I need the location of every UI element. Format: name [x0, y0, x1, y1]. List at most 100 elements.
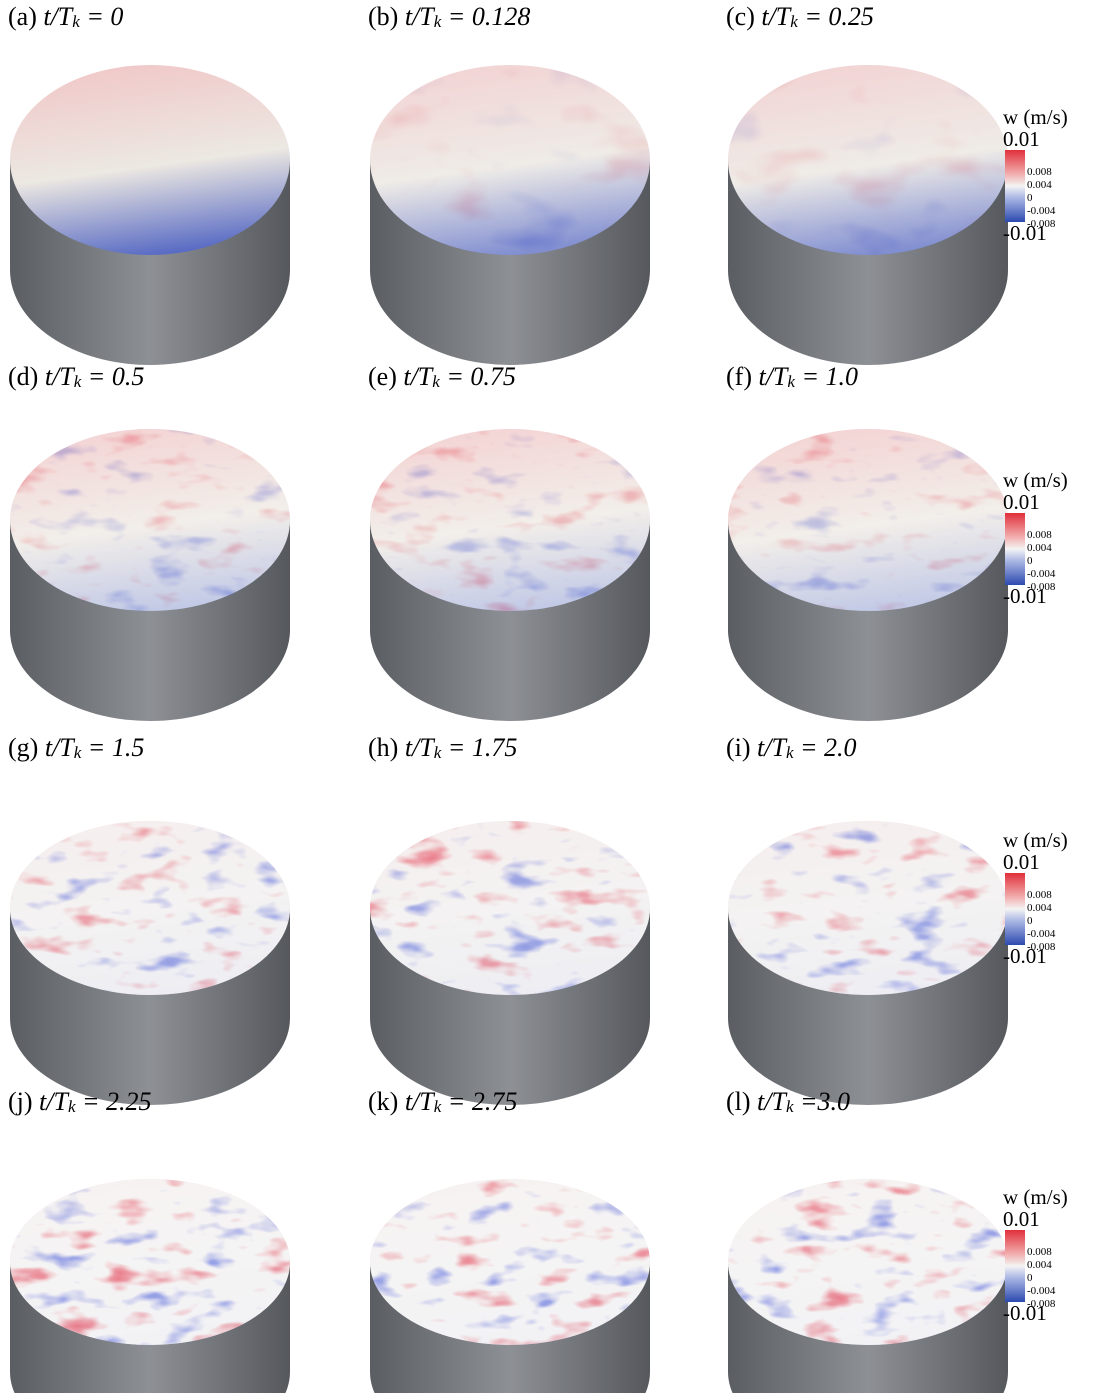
colorbar-text: 0 [1027, 1272, 1033, 1284]
colorbar-text: 0.004 [1027, 902, 1052, 914]
label-expr: t/T [758, 362, 787, 391]
label-sub: k [786, 1097, 794, 1116]
colorbar-scale [1005, 513, 1025, 585]
colorbar-text: 0.01 [1003, 853, 1093, 871]
colorbar-scale [1005, 150, 1025, 222]
label-sub: k [432, 372, 440, 391]
label-sub: k [790, 12, 798, 31]
label-rhs: = 1.5 [81, 733, 144, 762]
label-rhs: = 0.5 [81, 362, 144, 391]
label-tag: (f) [726, 362, 752, 391]
label-tag: (e) [368, 362, 397, 391]
colorbar-text: 0.01 [1003, 493, 1093, 511]
surface-texture [370, 429, 650, 611]
surface-texture [10, 821, 290, 995]
label-rhs: = 0 [80, 2, 124, 31]
surface-texture [370, 821, 650, 995]
colorbar-text: 0.008 [1027, 166, 1052, 178]
colorbar-text: 0.008 [1027, 1246, 1052, 1258]
label-expr: t/T [43, 2, 72, 31]
label-tag: (i) [726, 733, 751, 762]
panel-label: (f) t/Tk = 1.0 [726, 362, 858, 392]
renderings [0, 0, 1104, 1393]
colorbar-scale [1005, 1230, 1025, 1302]
panel-label: (k) t/Tk = 2.75 [368, 1087, 517, 1117]
surface-texture [728, 429, 1008, 611]
colorbar-text: 0.01 [1003, 1210, 1093, 1228]
label-tag: (j) [8, 1087, 33, 1116]
colorbar-text: 0 [1027, 915, 1033, 927]
surface-texture [10, 1179, 290, 1345]
panel-label: (l) t/Tk =3.0 [726, 1087, 850, 1117]
panel-label: (b) t/Tk = 0.128 [368, 2, 530, 32]
label-rhs: = 0.128 [441, 2, 530, 31]
label-tag: (d) [8, 362, 38, 391]
label-sub: k [786, 743, 794, 762]
colorbar-text: 0 [1027, 192, 1033, 204]
label-rhs: = 2.75 [441, 1087, 517, 1116]
surface-texture [728, 1179, 1008, 1345]
panel-label: (j) t/Tk = 2.25 [8, 1087, 152, 1117]
panel-label: (i) t/Tk = 2.0 [726, 733, 857, 763]
label-expr: t/T [39, 1087, 68, 1116]
label-expr: t/T [405, 1087, 434, 1116]
colorbar-scale [1005, 873, 1025, 945]
colorbar-text: -0.004 [1027, 205, 1055, 217]
label-expr: t/T [45, 362, 74, 391]
label-expr: t/T [761, 2, 790, 31]
label-expr: t/T [405, 2, 434, 31]
label-expr: t/T [403, 362, 432, 391]
surface-texture [728, 821, 1008, 995]
surface-texture [370, 1179, 650, 1345]
colorbar-text: -0.004 [1027, 928, 1055, 940]
label-rhs: = 2.25 [76, 1087, 152, 1116]
figure: (a) t/Tk = 0(b) t/Tk = 0.128(c) t/Tk = 0… [0, 0, 1104, 1393]
label-rhs: = 0.25 [798, 2, 874, 31]
colorbar-text: -0.004 [1027, 1285, 1055, 1297]
colorbar-text: 0.004 [1027, 1259, 1052, 1271]
colorbar-text: -0.004 [1027, 568, 1055, 580]
surface-texture [10, 429, 290, 611]
label-tag: (b) [368, 2, 398, 31]
label-sub: k [72, 12, 80, 31]
colorbar-text: -0.008 [1027, 941, 1055, 953]
label-sub: k [68, 1097, 76, 1116]
colorbar-text: -0.008 [1027, 1298, 1055, 1310]
colorbar-text: 0.004 [1027, 179, 1052, 191]
colorbar-text: 0.008 [1027, 889, 1052, 901]
panel-label: (h) t/Tk = 1.75 [368, 733, 517, 763]
panel-label: (e) t/Tk = 0.75 [368, 362, 516, 392]
label-expr: t/T [757, 733, 786, 762]
panel-label: (c) t/Tk = 0.25 [726, 2, 874, 32]
label-rhs: = 2.0 [794, 733, 857, 762]
panel-label: (g) t/Tk = 1.5 [8, 733, 144, 763]
label-tag: (a) [8, 2, 37, 31]
label-tag: (l) [726, 1087, 751, 1116]
label-rhs: = 1.0 [795, 362, 858, 391]
colorbar-text: 0.008 [1027, 529, 1052, 541]
label-expr: t/T [757, 1087, 786, 1116]
label-rhs: = 0.75 [440, 362, 516, 391]
colorbar-text: 0 [1027, 555, 1033, 567]
label-rhs: =3.0 [794, 1087, 851, 1116]
colorbar-text: -0.008 [1027, 581, 1055, 593]
panel-label: (d) t/Tk = 0.5 [8, 362, 144, 392]
panel-label: (a) t/Tk = 0 [8, 2, 123, 32]
colorbar-text: 0.004 [1027, 542, 1052, 554]
label-tag: (g) [8, 733, 38, 762]
label-tag: (k) [368, 1087, 398, 1116]
label-tag: (c) [726, 2, 755, 31]
label-sub: k [787, 372, 795, 391]
surface-texture [728, 65, 1008, 255]
colorbar-text: -0.008 [1027, 218, 1055, 230]
surface [10, 65, 290, 255]
label-expr: t/T [405, 733, 434, 762]
label-expr: t/T [45, 733, 74, 762]
label-tag: (h) [368, 733, 398, 762]
label-rhs: = 1.75 [441, 733, 517, 762]
colorbar-text: 0.01 [1003, 130, 1093, 148]
